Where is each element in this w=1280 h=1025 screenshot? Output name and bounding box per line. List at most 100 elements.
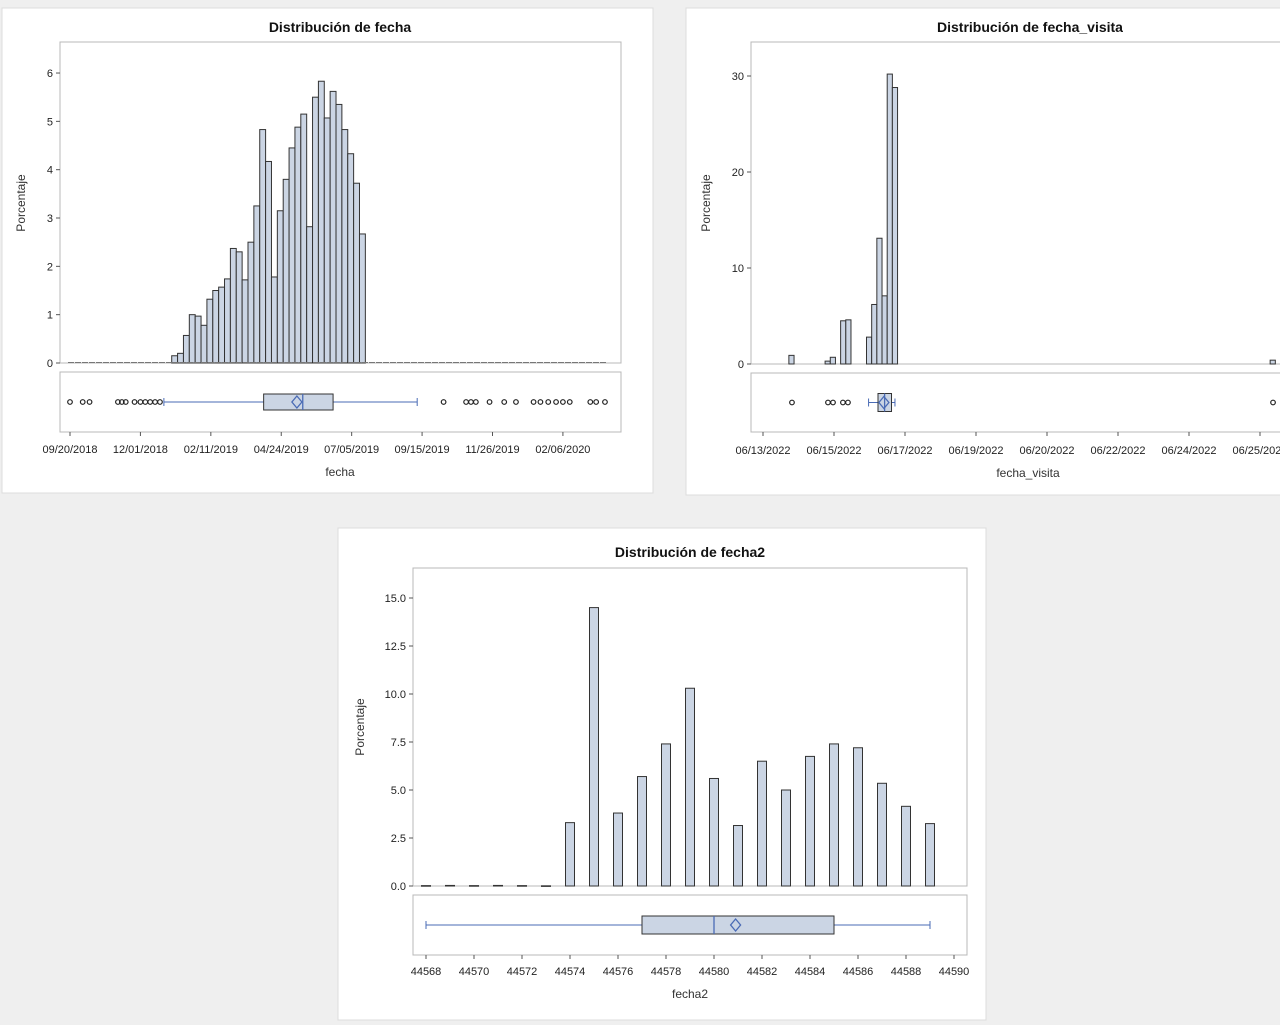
y-tick-label: 3 (47, 213, 53, 225)
x-tick-label: 44572 (507, 966, 538, 978)
x-tick-label: 06/13/2022 (735, 445, 790, 457)
x-tick-label: 06/15/2022 (806, 445, 861, 457)
histogram-bar (589, 607, 599, 887)
histogram-bar (288, 147, 296, 364)
boxplot-mean-marker (729, 917, 742, 933)
boxplot-outlier (440, 399, 447, 405)
x-tick-label: 44582 (747, 966, 778, 978)
x-tick-label: 44574 (555, 966, 586, 978)
boxplot-mean-marker (878, 395, 890, 410)
histogram-bar (1269, 359, 1276, 365)
boxplot-outlier (830, 399, 836, 406)
histogram-bar (925, 823, 935, 887)
histogram-bar (788, 354, 795, 365)
x-tick-label: 06/17/2022 (877, 445, 932, 457)
histogram-bar (886, 73, 893, 365)
boxplot-outlier (115, 399, 121, 405)
histogram-bar (247, 241, 255, 364)
x-tick-label: 44586 (843, 966, 874, 978)
x-axis-label: fecha (325, 465, 355, 479)
histogram-bar (300, 113, 308, 364)
histogram-bar (229, 247, 237, 364)
boxplot-outlier (131, 399, 138, 405)
y-tick-label: 7.5 (391, 737, 406, 749)
x-axis-label: fecha_visita (996, 466, 1060, 480)
boxplot-outlier (845, 399, 851, 406)
histogram-bar (781, 789, 791, 887)
boxplot-outlier (157, 399, 163, 405)
boxplot-outlier (122, 399, 129, 405)
boxplot-outlier (118, 399, 125, 405)
histogram-bar (200, 324, 208, 364)
x-tick-label: 44576 (603, 966, 634, 978)
histogram-bar (877, 782, 887, 887)
panel-fecha-visita (685, 7, 1280, 496)
y-tick-label: 30 (732, 71, 744, 83)
y-tick-label: 2 (47, 261, 53, 273)
boxplot-outlier (501, 399, 508, 405)
chart-title: Distribución de fecha (269, 19, 412, 35)
x-tick-label: 44580 (699, 966, 730, 978)
boxplot-outlier (553, 399, 559, 405)
y-axis-label: Porcentaje (14, 174, 28, 232)
histogram-bar (294, 126, 302, 364)
boxplot-mean-marker (291, 394, 303, 410)
x-tick-label: 07/05/2019 (324, 444, 379, 456)
y-axis-label: Porcentaje (353, 698, 367, 756)
histogram-bar (194, 315, 202, 364)
histogram-bar (270, 276, 278, 364)
histogram-bar (845, 319, 852, 365)
x-tick-label: 44588 (891, 966, 922, 978)
x-tick-label: 06/19/2022 (948, 445, 1003, 457)
boxplot-frame (412, 894, 968, 956)
boxplot-outlier (566, 399, 573, 405)
x-tick-label: 12/01/2018 (113, 444, 168, 456)
boxplot-outlier (67, 399, 73, 405)
histogram-bar (824, 360, 831, 365)
histogram-bar (871, 303, 878, 365)
plot-frame (750, 41, 1280, 365)
y-tick-label: 4 (47, 165, 53, 177)
boxplot-outlier (513, 399, 519, 405)
y-tick-label: 20 (732, 167, 744, 179)
x-tick-label: 02/06/2020 (535, 444, 590, 456)
histogram-bar (241, 279, 249, 364)
y-tick-label: 15.0 (385, 593, 406, 605)
x-tick-label: 09/15/2019 (395, 444, 450, 456)
histogram-bar (829, 356, 836, 365)
chart-title: Distribución de fecha_visita (937, 19, 1123, 35)
x-tick-label: 44584 (795, 966, 826, 978)
histogram-bar (733, 825, 743, 887)
histogram-bar (565, 822, 575, 887)
histogram-bar (829, 743, 839, 887)
histogram-bar (259, 129, 267, 364)
boxplot-outlier (79, 399, 86, 405)
boxplot-outlier (537, 399, 544, 405)
histogram-bar (517, 885, 527, 887)
boxplot-outlier (472, 399, 479, 405)
y-axis-label: Porcentaje (699, 174, 713, 232)
histogram-bar (709, 777, 719, 887)
boxplot-outlier (602, 399, 608, 405)
histogram-bar (493, 884, 503, 887)
histogram-bar (469, 885, 479, 887)
y-tick-label: 10.0 (385, 689, 406, 701)
y-tick-label: 0.0 (391, 881, 406, 893)
histogram-bar (206, 298, 214, 364)
histogram-bar (901, 805, 911, 887)
histogram-bar (421, 885, 431, 887)
x-tick-label: 44590 (939, 966, 970, 978)
y-tick-label: 10 (732, 263, 744, 275)
x-tick-label: 44578 (651, 966, 682, 978)
boxplot-outlier (593, 399, 600, 405)
histogram-bar (685, 687, 695, 887)
histogram-bar (323, 117, 331, 364)
x-tick-label: 09/20/2018 (42, 444, 97, 456)
histogram-bar (235, 251, 243, 364)
boxplot-outlier (560, 399, 566, 405)
y-tick-label: 5 (47, 116, 53, 128)
boxplot-frame (59, 371, 622, 433)
histogram-bar (445, 884, 455, 887)
histogram-bar (757, 760, 767, 887)
